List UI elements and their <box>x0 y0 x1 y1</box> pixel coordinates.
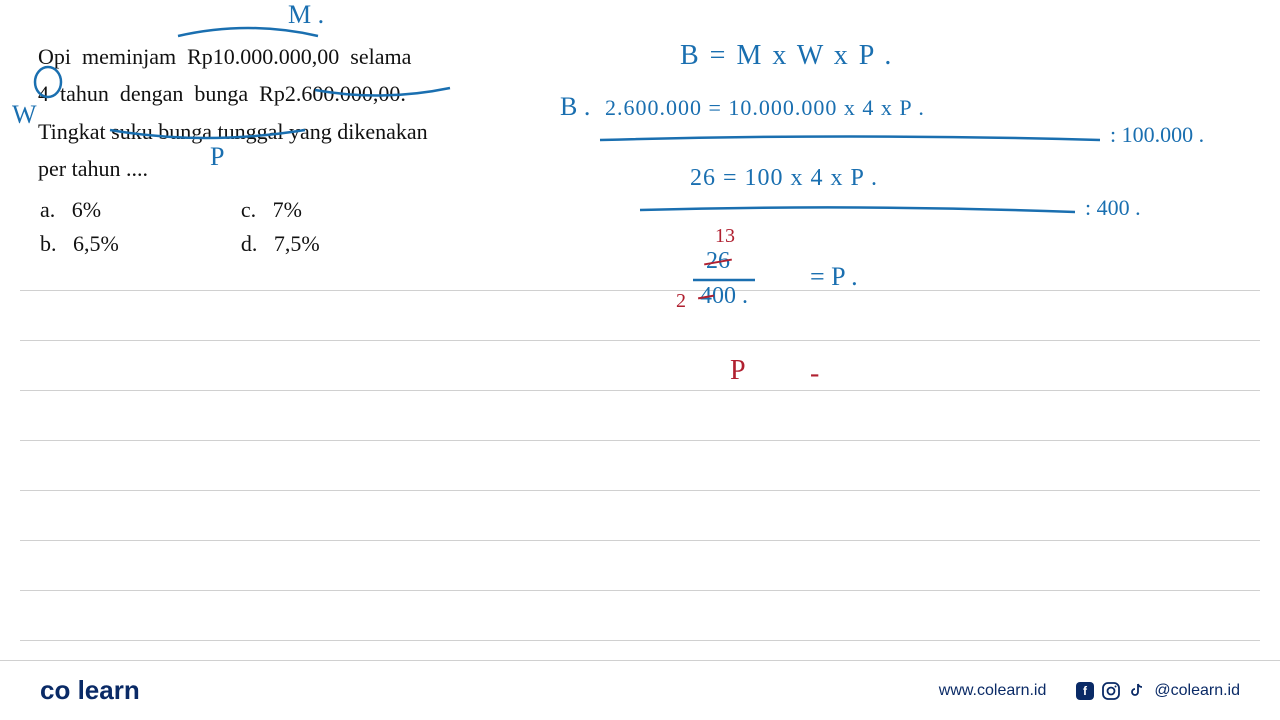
answer-options: a. 6% c. 7% b. 6,5% d. 7,5% <box>38 195 442 265</box>
question-line-4: per tahun .... <box>38 150 518 187</box>
answer-equals: - <box>810 358 819 390</box>
option-b: b. 6,5% <box>40 231 239 263</box>
divide-1: : 100.000 . <box>1110 122 1204 148</box>
content-area: Opi meminjam Rp10.000.000,00 selama 4 ta… <box>0 0 1280 660</box>
footer: co learn www.colearn.id f @colearn.id <box>0 660 1280 720</box>
fraction-numerator: 26 <box>706 248 730 275</box>
footer-right: www.colearn.id f @colearn.id <box>939 682 1240 700</box>
social-handle: @colearn.id <box>1154 682 1240 700</box>
answer-p: P <box>730 355 746 387</box>
facebook-icon: f <box>1076 682 1094 700</box>
question-line-3: Tingkat suku bunga tunggal yang dikenaka… <box>38 113 518 150</box>
reduced-denominator: 2 <box>676 290 686 313</box>
instagram-icon <box>1102 682 1120 700</box>
formula: B = M x W x P . <box>680 40 893 72</box>
option-c: c. 7% <box>241 197 440 229</box>
footer-url: www.colearn.id <box>939 682 1047 700</box>
label-p: P <box>210 142 224 172</box>
question-text: Opi meminjam Rp10.000.000,00 selama 4 ta… <box>38 38 518 188</box>
fraction-denominator: 400 . <box>700 283 748 310</box>
label-b: B . <box>560 92 590 122</box>
option-d: d. 7,5% <box>241 231 440 263</box>
equation-1: 2.600.000 = 10.000.000 x 4 x P . <box>605 95 925 121</box>
option-a: a. 6% <box>40 197 239 229</box>
divide-2: : 400 . <box>1085 195 1141 221</box>
equation-2: 26 = 100 x 4 x P . <box>690 165 878 192</box>
reduced-numerator: 13 <box>715 225 735 248</box>
brand-logo: co learn <box>40 675 140 706</box>
social-icons: f @colearn.id <box>1076 682 1240 700</box>
logo-dot-icon <box>70 675 77 705</box>
label-w: W <box>12 100 37 130</box>
label-m: M . <box>288 0 324 30</box>
question-line-1: Opi meminjam Rp10.000.000,00 selama <box>38 38 518 75</box>
tiktok-icon <box>1128 682 1146 700</box>
fraction-equals-p: = P . <box>810 262 858 292</box>
question-line-2: 4 tahun dengan bunga Rp2.600.000,00. <box>38 75 518 112</box>
